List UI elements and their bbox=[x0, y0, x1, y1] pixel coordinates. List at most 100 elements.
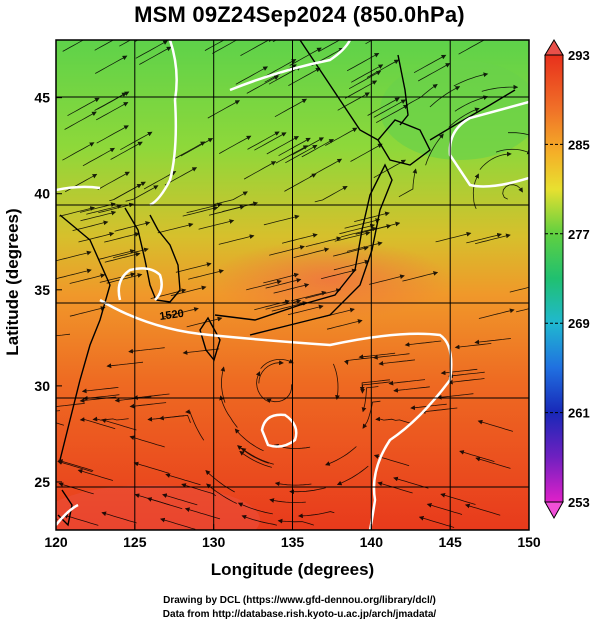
streamline bbox=[375, 416, 412, 424]
streamline bbox=[288, 67, 321, 86]
streamline bbox=[173, 141, 206, 160]
streamline bbox=[341, 226, 377, 238]
contour-nw bbox=[56, 185, 101, 192]
streamline bbox=[458, 40, 491, 55]
streamline bbox=[358, 352, 396, 360]
chart-title: MSM 09Z24Sep2024 (850.0hPa) bbox=[134, 2, 465, 27]
streamline bbox=[184, 507, 221, 520]
streamline bbox=[160, 517, 196, 530]
streamline bbox=[346, 241, 383, 252]
streamline bbox=[278, 137, 311, 157]
streamline bbox=[475, 456, 511, 469]
x-tick-label: 135 bbox=[281, 534, 305, 550]
streamline bbox=[80, 210, 117, 222]
warm-patch-south bbox=[56, 485, 260, 530]
cool-patch-north bbox=[380, 60, 529, 160]
streamline bbox=[264, 59, 297, 78]
x-tick-label: 125 bbox=[123, 534, 147, 550]
streamline bbox=[246, 279, 282, 291]
streamline bbox=[362, 400, 381, 429]
streamline bbox=[59, 206, 95, 217]
colorbar-tick-label: 285 bbox=[568, 137, 590, 152]
streamline bbox=[377, 481, 413, 494]
streamline bbox=[333, 363, 340, 400]
streamline bbox=[275, 145, 309, 164]
streamline bbox=[413, 54, 447, 74]
streamline bbox=[474, 338, 511, 345]
colorbar-tick-label: 277 bbox=[568, 227, 590, 242]
streamline bbox=[57, 459, 94, 471]
streamline bbox=[186, 316, 223, 328]
russia-coast bbox=[299, 40, 379, 141]
streamline bbox=[269, 245, 305, 256]
streamline bbox=[94, 40, 115, 51]
streamline bbox=[62, 40, 85, 52]
streamline bbox=[320, 268, 357, 280]
lat-lon-grid bbox=[56, 40, 529, 530]
y-tick-label: 25 bbox=[34, 474, 50, 490]
streamline bbox=[110, 141, 143, 160]
streamline bbox=[163, 307, 199, 318]
colorbar-bottom-arrow bbox=[544, 501, 564, 520]
streamline bbox=[351, 64, 384, 83]
streamline bbox=[219, 135, 252, 154]
x-axis-ticks: 120 125 130 135 140 145 150 bbox=[44, 524, 541, 550]
streamline bbox=[79, 417, 116, 430]
streamline bbox=[209, 205, 245, 216]
streamline bbox=[404, 340, 442, 347]
streamline bbox=[241, 514, 278, 526]
streamline bbox=[448, 107, 480, 128]
streamline bbox=[234, 428, 264, 452]
streamline bbox=[447, 378, 485, 385]
streamline bbox=[99, 249, 135, 260]
streamline bbox=[64, 111, 97, 130]
streamline bbox=[133, 461, 170, 474]
streamline bbox=[188, 269, 224, 280]
streamline bbox=[420, 407, 458, 414]
streamline bbox=[56, 250, 92, 262]
streamline bbox=[293, 247, 330, 258]
streamline bbox=[453, 72, 489, 87]
contour-1520-main bbox=[99, 298, 453, 530]
streamline bbox=[237, 502, 273, 515]
streamline bbox=[247, 131, 280, 150]
streamline bbox=[359, 379, 390, 392]
streamline bbox=[92, 416, 129, 422]
streamline bbox=[219, 395, 238, 428]
streamline bbox=[69, 306, 106, 317]
streamline bbox=[388, 379, 426, 386]
streamline bbox=[175, 262, 212, 273]
streamline bbox=[393, 386, 430, 393]
streamline bbox=[516, 308, 529, 313]
x-tick-label: 150 bbox=[517, 534, 541, 550]
streamline bbox=[418, 63, 451, 82]
streamline bbox=[272, 40, 278, 43]
streamline bbox=[301, 139, 335, 158]
streamline bbox=[56, 268, 92, 280]
streamline bbox=[266, 384, 293, 404]
streamline bbox=[62, 142, 95, 161]
streamline bbox=[265, 278, 302, 289]
streamline bbox=[287, 304, 324, 316]
contour-lines bbox=[56, 40, 529, 530]
streamline bbox=[348, 70, 382, 90]
y-tick-label: 45 bbox=[34, 90, 50, 106]
y-tick-label: 35 bbox=[34, 282, 50, 298]
streamline bbox=[104, 232, 140, 243]
streamline bbox=[479, 151, 512, 170]
streamline bbox=[425, 133, 444, 166]
streamline bbox=[106, 361, 144, 369]
streamline bbox=[114, 221, 151, 232]
coastlines bbox=[57, 40, 516, 527]
colorbar-tick-label: 269 bbox=[568, 316, 590, 331]
x-axis-label: Longitude (degrees) bbox=[210, 560, 375, 579]
streamline bbox=[477, 419, 514, 432]
x-tick-label: 130 bbox=[202, 534, 226, 550]
streamline bbox=[86, 204, 122, 215]
streamline bbox=[265, 299, 302, 310]
colorbar-tick-label: 253 bbox=[568, 495, 590, 510]
streamline bbox=[243, 161, 277, 180]
warm-patch bbox=[210, 240, 450, 320]
x-tick-label: 140 bbox=[360, 534, 384, 550]
streamline bbox=[398, 168, 418, 198]
